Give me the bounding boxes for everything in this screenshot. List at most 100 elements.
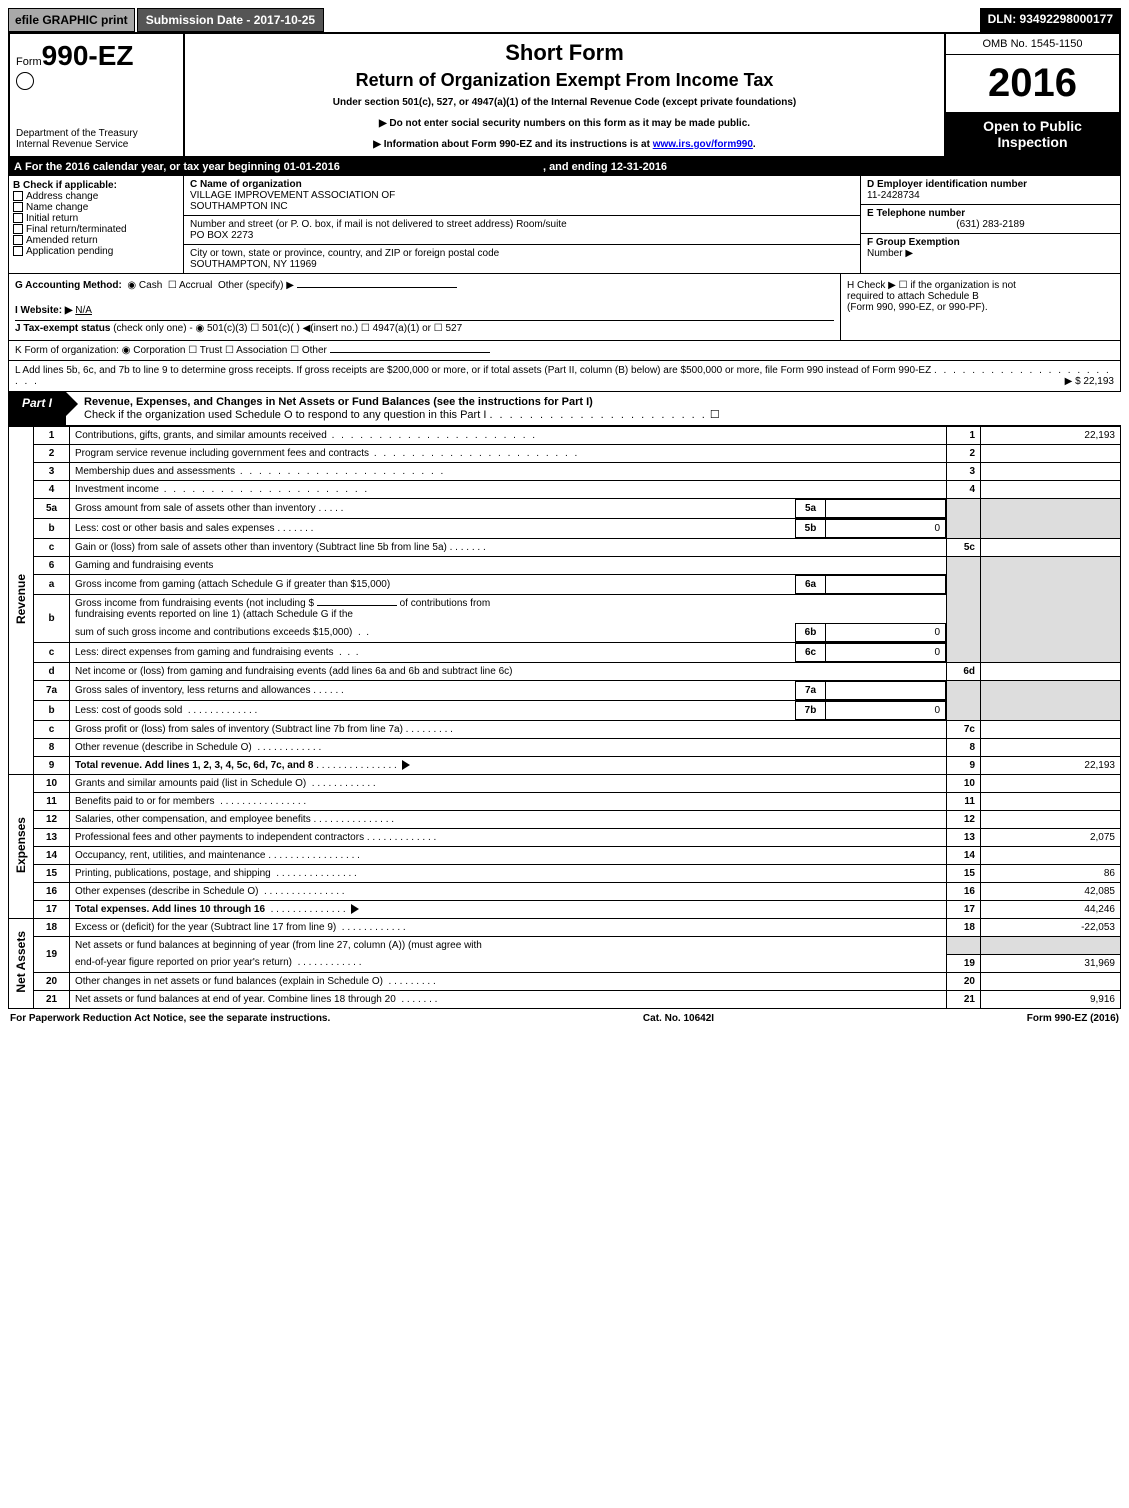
line-desc: Gross income from gaming (attach Schedul… xyxy=(75,579,390,590)
h-line1: H Check ▶ ☐ if the organization is not xyxy=(847,280,1114,291)
g-other-field[interactable] xyxy=(297,287,457,288)
line-ref: 8 xyxy=(947,739,981,757)
line-desc: Gross amount from sale of assets other t… xyxy=(75,503,316,514)
g-accrual: Accrual xyxy=(179,280,212,291)
line-amount xyxy=(981,972,1121,990)
line-num: 18 xyxy=(34,919,70,937)
phone-value: (631) 283-2189 xyxy=(867,219,1114,230)
line-desc4: sum of such gross income and contributio… xyxy=(75,627,352,638)
line-desc: Net assets or fund balances at beginning… xyxy=(70,937,947,955)
part-i-subtitle: Check if the organization used Schedule … xyxy=(84,409,486,421)
line-ref: 1 xyxy=(947,427,981,445)
subline-amount: 0 xyxy=(826,624,946,642)
line-amount: 31,969 xyxy=(981,954,1121,972)
info-prefix: ▶ Information about Form 990-EZ and its … xyxy=(373,139,652,150)
line-amount xyxy=(981,539,1121,557)
line-amount xyxy=(981,445,1121,463)
line-ref: 5c xyxy=(947,539,981,557)
subline-amount: 0 xyxy=(826,702,946,720)
part-i-table: Revenue 1 Contributions, gifts, grants, … xyxy=(8,426,1121,1009)
efile-print-button[interactable]: efile GRAPHIC print xyxy=(8,8,135,32)
ssn-warning: ▶ Do not enter social security numbers o… xyxy=(191,118,938,129)
part-i-title: Revenue, Expenses, and Changes in Net As… xyxy=(84,396,593,408)
line-amount xyxy=(981,811,1121,829)
subtitle-section: Under section 501(c), 527, or 4947(a)(1)… xyxy=(191,97,938,108)
chk-final: Final return/terminated xyxy=(26,224,127,235)
subline-ref: 7a xyxy=(796,682,826,700)
line-desc: Grants and similar amounts paid (list in… xyxy=(75,778,306,789)
e-label: E Telephone number xyxy=(867,208,965,219)
j-label: J Tax-exempt status xyxy=(15,323,110,334)
checkbox-icon[interactable] xyxy=(13,202,23,212)
submission-date-label: Submission Date - 2017-10-25 xyxy=(137,8,324,32)
line-num: 13 xyxy=(34,829,70,847)
line-num: 8 xyxy=(34,739,70,757)
line-num: b xyxy=(34,701,70,721)
checkbox-icon[interactable] xyxy=(13,191,23,201)
line-desc: Professional fees and other payments to … xyxy=(75,832,364,843)
org-name-2: SOUTHAMPTON INC xyxy=(190,201,288,212)
line-num: 5a xyxy=(34,499,70,519)
line-amount: 22,193 xyxy=(981,427,1121,445)
checkbox-icon[interactable] xyxy=(13,246,23,256)
line-desc: Contributions, gifts, grants, and simila… xyxy=(75,430,327,441)
line-num: 1 xyxy=(34,427,70,445)
tax-year: 2016 xyxy=(946,55,1119,112)
c-label: C Name of organization xyxy=(190,179,302,190)
checkbox-icon[interactable] xyxy=(13,213,23,223)
line-ref: 18 xyxy=(947,919,981,937)
subline-ref: 6c xyxy=(796,644,826,662)
ein-value: 11-2428734 xyxy=(867,190,920,201)
line-amount xyxy=(981,793,1121,811)
line-amount xyxy=(981,663,1121,681)
line-num: 15 xyxy=(34,865,70,883)
line-ref: 14 xyxy=(947,847,981,865)
contrib-field[interactable] xyxy=(317,605,397,606)
city-value: SOUTHAMPTON, NY 11969 xyxy=(190,259,317,270)
line-desc: Gross income from fundraising events (no… xyxy=(75,598,314,609)
line-ref: 13 xyxy=(947,829,981,847)
row-a-text: For the 2016 calendar year, or tax year … xyxy=(25,161,340,173)
line-amount xyxy=(981,739,1121,757)
line-num: c xyxy=(34,539,70,557)
line-num: c xyxy=(34,643,70,663)
treasury-seal-icon xyxy=(16,72,34,90)
form-number-value: 990-EZ xyxy=(42,40,134,71)
dept-treasury: Department of the Treasury xyxy=(16,128,177,139)
subline-ref: 5a xyxy=(796,500,826,518)
line-num: b xyxy=(34,595,70,643)
line-num: 10 xyxy=(34,775,70,793)
line-amount xyxy=(981,847,1121,865)
line-ref: 11 xyxy=(947,793,981,811)
omb-number: OMB No. 1545-1150 xyxy=(946,34,1119,55)
k-other-field[interactable] xyxy=(330,352,490,353)
subline-ref: 6a xyxy=(796,576,826,594)
irs-link[interactable]: www.irs.gov/form990 xyxy=(653,139,753,150)
subline-ref: 7b xyxy=(796,702,826,720)
info-line: ▶ Information about Form 990-EZ and its … xyxy=(191,139,938,150)
g-label: G Accounting Method: xyxy=(15,280,122,291)
j-text: (check only one) - ◉ 501(c)(3) ☐ 501(c)(… xyxy=(113,323,462,334)
addr-value: PO BOX 2273 xyxy=(190,230,253,241)
row-a-prefix: A xyxy=(14,161,22,173)
footer-left: For Paperwork Reduction Act Notice, see … xyxy=(10,1013,330,1024)
line-desc: Total expenses. Add lines 10 through 16 xyxy=(75,904,265,915)
checkbox-icon[interactable] xyxy=(13,235,23,245)
chk-name: Name change xyxy=(26,202,88,213)
l-amount: ▶ $ 22,193 xyxy=(1065,376,1114,387)
line-desc: Investment income xyxy=(75,484,159,495)
line-desc: Gross sales of inventory, less returns a… xyxy=(75,685,310,696)
line-ref: 4 xyxy=(947,481,981,499)
line-ref: 3 xyxy=(947,463,981,481)
line-num: a xyxy=(34,575,70,595)
line-desc: Other changes in net assets or fund bala… xyxy=(75,976,383,987)
checkbox-icon[interactable] xyxy=(13,224,23,234)
line-desc3: fundraising events reported on line 1) (… xyxy=(75,609,353,620)
line-desc: Net income or (loss) from gaming and fun… xyxy=(70,663,947,681)
line-desc2: end-of-year figure reported on prior yea… xyxy=(75,957,292,968)
subline-amount xyxy=(826,682,946,700)
line-num: 14 xyxy=(34,847,70,865)
g-cash: Cash xyxy=(139,280,162,291)
line-desc: Printing, publications, postage, and shi… xyxy=(75,868,271,879)
form-number: Form990-EZ xyxy=(16,40,177,72)
